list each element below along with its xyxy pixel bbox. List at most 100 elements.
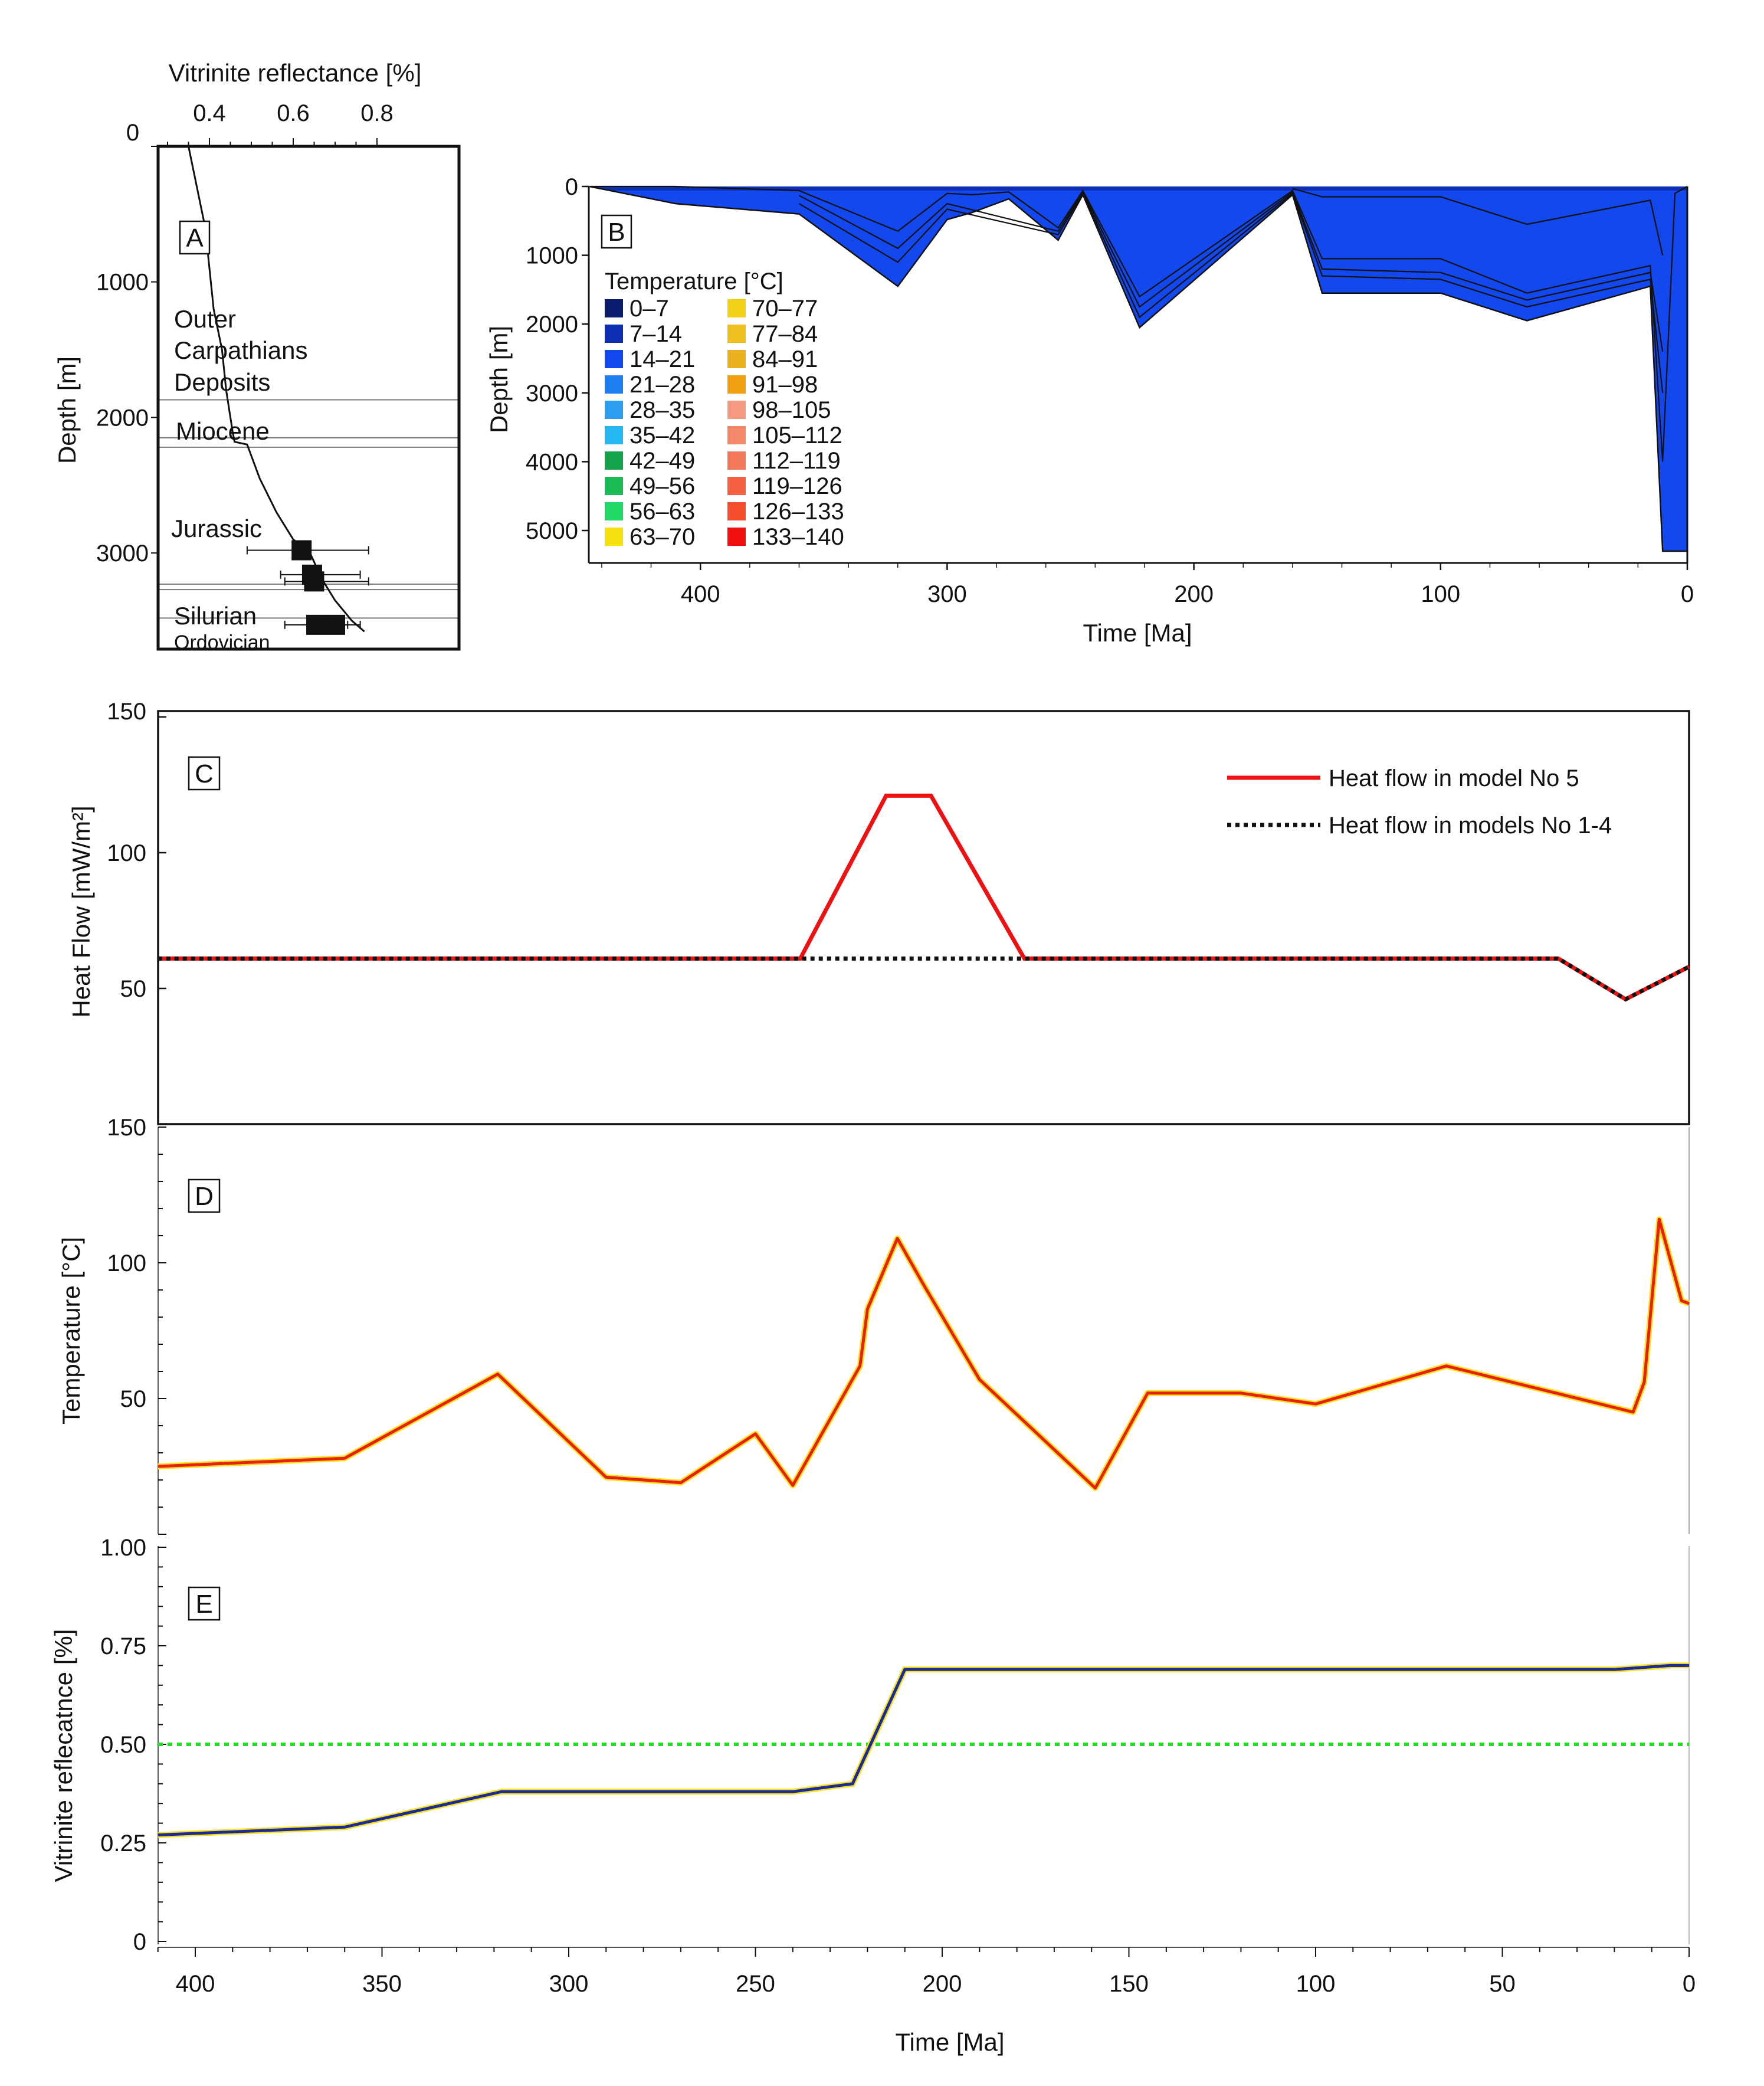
panel-a-measured-point bbox=[291, 540, 312, 561]
panel-a-x-tick-label: 0.8 bbox=[360, 100, 394, 126]
panel-e-vr-line bbox=[158, 1663, 1689, 1837]
panel-d-plot-content: 50 100 150 bbox=[107, 1115, 1690, 1535]
panel-b-legend-swatch bbox=[727, 299, 746, 317]
panel-e-y-tick-label: 0 bbox=[133, 1929, 146, 1955]
panel-e-y-tick-label: 0.25 bbox=[100, 1830, 146, 1856]
panel-c-y-tick-label: 50 bbox=[120, 976, 147, 1002]
panel-b-legend-title: Temperature [°C] bbox=[605, 268, 783, 294]
panel-d-ylabel: Temperature [°C] bbox=[57, 1237, 85, 1424]
panel-b-legend-label: 21–28 bbox=[629, 372, 695, 398]
panel-b-legend-label: 84–91 bbox=[752, 346, 818, 372]
panel-b-legend-label: 119–126 bbox=[752, 473, 842, 499]
panel-a-label-box bbox=[179, 220, 211, 255]
panel-b-legend-swatch bbox=[727, 528, 746, 546]
panel-e-x-tick-label: 200 bbox=[923, 1971, 962, 1997]
panel-b-legend-label: 0–7 bbox=[629, 296, 669, 322]
panel-c-legend-label: Heat flow in model No 5 bbox=[1329, 765, 1579, 791]
panel-d-y-tick-label: 100 bbox=[107, 1250, 146, 1276]
panel-b-legend-swatch bbox=[727, 451, 746, 470]
panel-b-legend-swatch bbox=[605, 451, 623, 470]
panel-e-ylabel: Vitrinite reflecatnce [%] bbox=[50, 1629, 77, 1882]
panel-b-x-tick-label: 100 bbox=[1421, 581, 1460, 607]
panel-a-ylabel: Depth [m] bbox=[53, 356, 81, 464]
panel-b-y-tick-label: 5000 bbox=[526, 518, 578, 544]
panel-a-y-tick-label: 2000 bbox=[96, 405, 149, 431]
panel-a-vitrinite-depth-profile: Vitrinite reflectance [%] 0 Depth [m] 0.… bbox=[53, 59, 461, 654]
panel-b-legend-label: 112–119 bbox=[752, 448, 841, 474]
panel-b-legend-label: 105–112 bbox=[752, 423, 842, 448]
panel-e-vr-line-halo bbox=[158, 1662, 1689, 1838]
panel-b-basement-line bbox=[589, 185, 1687, 552]
panel-b-legend-swatch bbox=[605, 299, 623, 317]
panel-a-x-origin-label: 0 bbox=[126, 120, 139, 146]
panel-b-y-tick-label: 4000 bbox=[526, 449, 578, 475]
panel-a-stratum-name: Silurian bbox=[174, 602, 257, 630]
panel-e-x-tick-label: 50 bbox=[1489, 1971, 1516, 1997]
panel-b-legend-swatch bbox=[605, 426, 623, 444]
panel-e-vitrinite-reflectance-history: 0 0.25 0.50 0.75 1.00 400 350 300 250 200 150 100 50… bbox=[50, 1535, 1696, 2056]
panel-c-series-models-1-4 bbox=[158, 956, 1690, 1002]
panel-a-frame bbox=[156, 145, 461, 651]
panel-b-x-tick-label: 200 bbox=[1174, 581, 1214, 607]
panel-b-legend-label: 126–133 bbox=[752, 499, 844, 525]
panel-b-legend-swatch bbox=[605, 325, 623, 343]
panel-b-x-tick-label: 300 bbox=[927, 581, 967, 607]
panel-c-frame bbox=[157, 710, 1690, 1125]
panel-b-legend-label: 70–77 bbox=[752, 296, 818, 322]
panel-b-legend-label: 98–105 bbox=[752, 397, 831, 423]
panel-e-plot-content: 0 0.25 0.50 0.75 1.00 400 350 300 250 200 150 100 50… bbox=[100, 1535, 1696, 1997]
panel-a-stratum-name: Outer bbox=[174, 305, 236, 333]
panel-d-temperature-line bbox=[158, 1217, 1690, 1490]
panel-d-label-box bbox=[188, 1178, 221, 1213]
panel-b-legend-swatch bbox=[727, 426, 746, 444]
panel-e-x-tick-label: 250 bbox=[736, 1971, 775, 1997]
panel-b-legend-label: 63–70 bbox=[629, 524, 695, 550]
panel-a-plot-content: 0.4 0.6 0.8 1000 2000 3000 Outer Carpathians Dep… bbox=[96, 100, 459, 654]
panel-c-label: C bbox=[195, 759, 214, 788]
panel-a-stratum-name: Carpathians bbox=[174, 336, 307, 364]
panel-b-x-tick-label: 400 bbox=[681, 581, 720, 607]
panel-b-legend-label: 91–98 bbox=[752, 372, 818, 398]
panel-b-layer-boundary bbox=[1292, 188, 1664, 256]
panel-b-layer-boundary bbox=[798, 191, 1664, 352]
panel-b-legend-swatch bbox=[727, 325, 746, 343]
panel-b-legend: 0–77–1414–2121–2828–3535–4242–4949–5656–… bbox=[605, 296, 844, 550]
panel-b-legend-label: 133–140 bbox=[752, 524, 844, 550]
panel-e-label-box bbox=[188, 1586, 221, 1621]
panel-e-x-tick-label: 100 bbox=[1296, 1971, 1336, 1997]
panel-b-surface-band bbox=[589, 186, 1687, 191]
panel-b-legend-swatch bbox=[727, 375, 746, 394]
panel-c-label-box bbox=[188, 756, 221, 791]
panel-e-xlabel: Time [Ma] bbox=[895, 2028, 1004, 2056]
panel-a-label: A bbox=[186, 224, 204, 253]
panel-a-y-tick-label: 3000 bbox=[96, 541, 149, 566]
panel-c-plot-content: 50 100 150 bbox=[107, 699, 1690, 1002]
panel-b-x-tick-label: 0 bbox=[1681, 581, 1694, 607]
panel-c-y-tick-label: 150 bbox=[107, 699, 146, 725]
panel-c-heat-flow: 50 100 150 Heat Flow [mW/m²] Heat flow in … bbox=[67, 699, 1690, 1125]
panel-a-stratum-name: Jurassic bbox=[171, 515, 262, 542]
panel-b-legend-label: 14–21 bbox=[629, 346, 695, 372]
panel-b-legend-swatch bbox=[605, 350, 623, 368]
panel-e-x-tick-label: 300 bbox=[549, 1971, 589, 1997]
panel-b-layer-boundary bbox=[798, 192, 1664, 393]
panel-a-title: Vitrinite reflectance [%] bbox=[169, 59, 422, 87]
panel-b-legend-label: 77–84 bbox=[752, 321, 818, 347]
panel-b-legend-label: 42–49 bbox=[629, 448, 695, 474]
panel-b-legend-swatch bbox=[605, 502, 623, 520]
panel-b-legend-swatch bbox=[605, 375, 623, 394]
panel-b-legend-label: 56–63 bbox=[629, 499, 695, 525]
panel-b-legend-swatch bbox=[605, 401, 623, 419]
panel-b-y-tick-label: 2000 bbox=[526, 312, 578, 338]
panel-e-label: E bbox=[195, 1590, 212, 1619]
panel-b-legend-label: 28–35 bbox=[629, 397, 695, 423]
panel-a-x-tick-label: 0.6 bbox=[277, 100, 310, 126]
panel-c-ylabel: Heat Flow [mW/m²] bbox=[67, 805, 95, 1017]
panel-c-legend: Heat flow in model No 5 Heat flow in mode… bbox=[1227, 765, 1612, 839]
panel-b-y-tick-label: 3000 bbox=[526, 381, 578, 407]
panel-e-x-tick-label: 0 bbox=[1683, 1971, 1696, 1997]
panel-d-y-tick-label: 50 bbox=[120, 1386, 147, 1412]
